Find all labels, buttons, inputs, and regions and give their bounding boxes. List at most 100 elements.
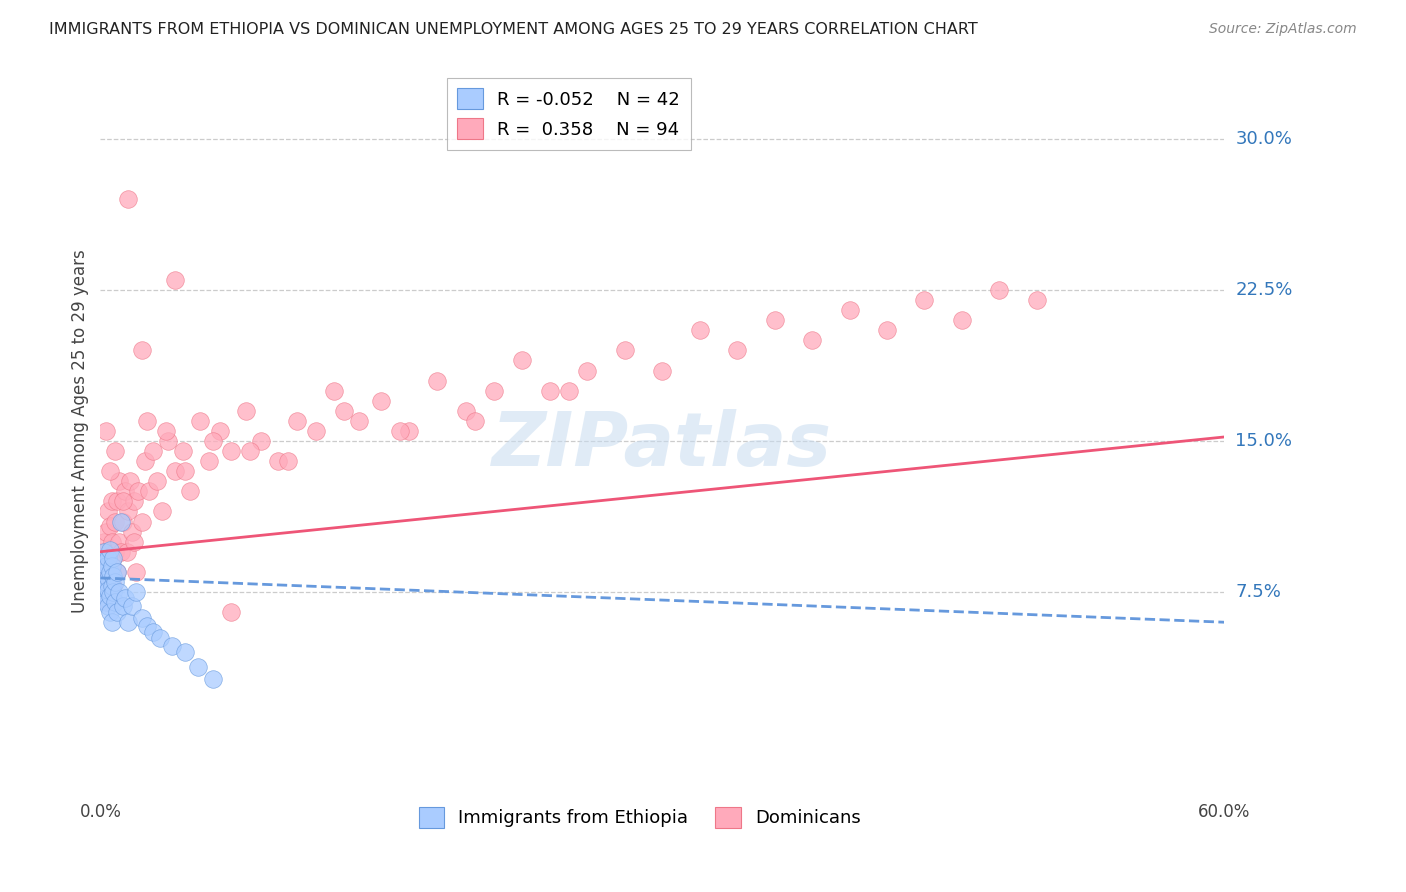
- Point: [142, 444, 165, 458]
- Point: [136, 414, 159, 428]
- Point: [108, 534, 131, 549]
- Point: [426, 374, 449, 388]
- Point: [801, 334, 824, 348]
- Point: [111, 494, 134, 508]
- Text: Source: ZipAtlas.com: Source: ZipAtlas.com: [1209, 22, 1357, 37]
- Legend: Immigrants from Ethiopia, Dominicans: Immigrants from Ethiopia, Dominicans: [412, 800, 868, 835]
- Point: [94, 524, 117, 539]
- Point: [98, 605, 121, 619]
- Point: [93, 585, 115, 599]
- Point: [103, 569, 125, 583]
- Point: [97, 582, 120, 597]
- Point: [838, 303, 860, 318]
- Point: [108, 475, 131, 489]
- Point: [105, 565, 128, 579]
- Point: [105, 565, 128, 579]
- Point: [97, 595, 120, 609]
- Point: [464, 414, 486, 428]
- Point: [91, 555, 114, 569]
- Y-axis label: Unemployment Among Ages 25 to 29 years: Unemployment Among Ages 25 to 29 years: [72, 249, 89, 613]
- Point: [117, 504, 139, 518]
- Point: [173, 645, 195, 659]
- Point: [94, 591, 117, 605]
- Point: [103, 550, 125, 565]
- Point: [165, 273, 187, 287]
- Point: [651, 363, 673, 377]
- Point: [117, 615, 139, 630]
- Point: [912, 293, 935, 307]
- Point: [160, 640, 183, 654]
- Point: [454, 404, 477, 418]
- Point: [876, 323, 898, 337]
- Point: [250, 434, 273, 448]
- Point: [100, 579, 122, 593]
- Point: [333, 404, 356, 418]
- Point: [110, 545, 132, 559]
- Point: [305, 424, 328, 438]
- Point: [94, 574, 117, 589]
- Point: [149, 632, 172, 646]
- Point: [121, 524, 143, 539]
- Point: [689, 323, 711, 337]
- Point: [105, 494, 128, 508]
- Point: [201, 672, 224, 686]
- Point: [97, 571, 120, 585]
- Point: [108, 585, 131, 599]
- Point: [277, 454, 299, 468]
- Point: [98, 565, 121, 579]
- Point: [93, 579, 115, 593]
- Point: [121, 599, 143, 613]
- Point: [100, 494, 122, 508]
- Point: [93, 534, 115, 549]
- Point: [285, 414, 308, 428]
- Point: [103, 579, 125, 593]
- Text: 22.5%: 22.5%: [1236, 281, 1292, 299]
- Point: [111, 515, 134, 529]
- Point: [111, 599, 134, 613]
- Point: [98, 589, 121, 603]
- Point: [94, 595, 117, 609]
- Point: [389, 424, 412, 438]
- Point: [125, 585, 148, 599]
- Point: [115, 545, 138, 559]
- Text: 30.0%: 30.0%: [1236, 130, 1292, 148]
- Point: [198, 454, 221, 468]
- Point: [98, 542, 121, 557]
- Point: [131, 611, 153, 625]
- Point: [1025, 293, 1047, 307]
- Point: [103, 550, 125, 565]
- Point: [97, 550, 120, 565]
- Point: [100, 534, 122, 549]
- Point: [93, 545, 115, 559]
- Point: [156, 434, 179, 448]
- Point: [120, 475, 142, 489]
- Point: [104, 545, 127, 559]
- Point: [100, 565, 122, 579]
- Point: [221, 605, 243, 619]
- Text: 7.5%: 7.5%: [1236, 583, 1281, 601]
- Point: [110, 515, 132, 529]
- Point: [136, 619, 159, 633]
- Point: [188, 414, 211, 428]
- Point: [165, 464, 187, 478]
- Point: [725, 343, 748, 358]
- Point: [576, 363, 599, 377]
- Point: [91, 565, 114, 579]
- Point: [398, 424, 420, 438]
- Point: [763, 313, 786, 327]
- Point: [155, 424, 177, 438]
- Point: [98, 518, 121, 533]
- Point: [988, 283, 1011, 297]
- Point: [93, 565, 115, 579]
- Point: [145, 475, 167, 489]
- Point: [114, 484, 136, 499]
- Point: [131, 515, 153, 529]
- Point: [104, 444, 127, 458]
- Text: IMMIGRANTS FROM ETHIOPIA VS DOMINICAN UNEMPLOYMENT AMONG AGES 25 TO 29 YEARS COR: IMMIGRANTS FROM ETHIOPIA VS DOMINICAN UN…: [49, 22, 979, 37]
- Point: [950, 313, 973, 327]
- Point: [127, 484, 149, 499]
- Point: [104, 595, 127, 609]
- Point: [173, 464, 195, 478]
- Point: [100, 615, 122, 630]
- Point: [97, 558, 120, 573]
